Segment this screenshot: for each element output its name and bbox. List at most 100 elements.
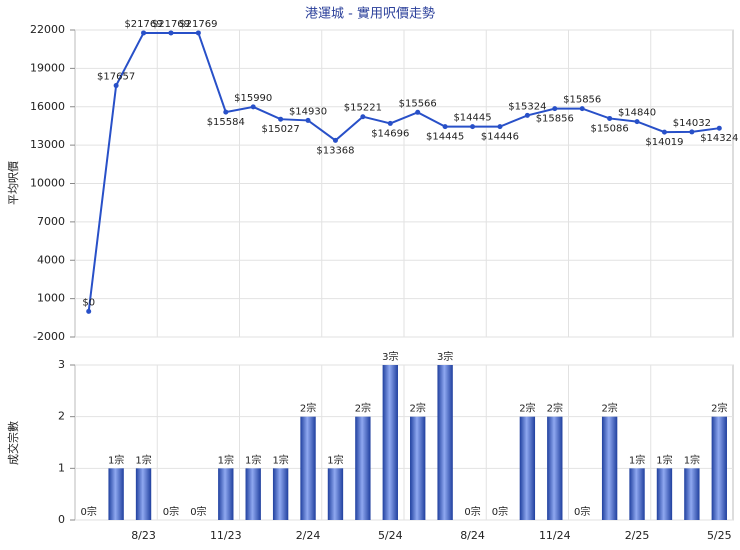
data-label: 3宗	[382, 350, 398, 363]
bar	[711, 416, 727, 520]
data-label: $15856	[536, 114, 574, 125]
y-tick-label: 13000	[30, 138, 65, 151]
data-label: 0宗	[574, 505, 590, 518]
data-label: 0宗	[464, 505, 480, 518]
bar	[547, 416, 563, 520]
x-tick-label: 2/25	[625, 529, 650, 542]
x-tick-label: 5/24	[378, 529, 403, 542]
data-label: 1宗	[629, 453, 645, 466]
data-label: 2宗	[547, 402, 563, 415]
data-label: $15856	[563, 95, 601, 106]
data-label: $15027	[262, 124, 300, 135]
data-label: $21769	[179, 19, 217, 30]
x-tick-label: 2/24	[296, 529, 321, 542]
data-label: $14019	[645, 137, 683, 148]
y-tick-label: 19000	[30, 61, 65, 74]
data-label: $15221	[344, 103, 382, 114]
data-label: $15584	[207, 117, 245, 128]
point	[195, 30, 201, 36]
data-label: $0	[82, 297, 95, 308]
data-label: 1宗	[684, 453, 700, 466]
x-tick-label: 11/23	[210, 529, 242, 542]
data-label: $14445	[426, 132, 464, 143]
y-tick-label: 4000	[37, 253, 65, 266]
data-label: 2宗	[519, 402, 535, 415]
bar	[135, 468, 152, 520]
data-label: $15566	[399, 98, 437, 109]
data-label: $21769	[124, 19, 162, 30]
bar	[410, 416, 426, 520]
x-tick-label: 5/25	[707, 529, 732, 542]
data-label: 1宗	[272, 453, 288, 466]
y-tick-label: 0	[58, 513, 65, 526]
data-label: $15990	[234, 93, 272, 104]
data-label: $14445	[453, 113, 491, 124]
data-label: $21769	[152, 19, 190, 30]
point	[524, 112, 530, 118]
point	[470, 124, 476, 130]
data-label: 2宗	[355, 402, 371, 415]
y-tick-label: 1	[58, 461, 65, 474]
point	[141, 30, 147, 36]
point	[360, 114, 366, 120]
y-tick-label: 3	[58, 358, 65, 371]
y-tick-label: 7000	[37, 215, 65, 228]
point	[442, 124, 448, 130]
x-tick-label: 8/23	[131, 529, 156, 542]
data-label: 2宗	[300, 402, 316, 415]
bar	[519, 416, 536, 520]
bar	[327, 468, 344, 520]
point	[168, 30, 174, 36]
point	[223, 109, 229, 115]
x-tick-label: 11/24	[539, 529, 571, 542]
y-tick-label: 16000	[30, 100, 65, 113]
data-label: 0宗	[81, 505, 97, 518]
data-label: 2宗	[711, 402, 727, 415]
data-label: 1宗	[218, 453, 234, 466]
point	[497, 124, 503, 130]
data-label: 1宗	[327, 453, 343, 466]
data-label: $14032	[673, 118, 711, 129]
bar	[108, 468, 124, 520]
bar	[684, 468, 700, 520]
point	[716, 125, 722, 131]
data-label: $14324	[700, 133, 738, 144]
point	[250, 104, 256, 110]
y-tick-label: 22000	[30, 23, 65, 36]
point	[415, 109, 421, 115]
line	[87, 31, 720, 312]
chart-title: 港運城 - 實用呎價走勢	[305, 6, 435, 22]
point	[552, 106, 558, 112]
point	[387, 120, 393, 126]
bar	[601, 416, 618, 520]
data-label: 2宗	[410, 402, 426, 415]
data-label: $14930	[289, 106, 327, 117]
data-label: 1宗	[656, 453, 672, 466]
point	[113, 83, 119, 89]
y-axis-label: 成交宗數	[6, 421, 20, 465]
point	[607, 115, 613, 121]
data-label: $15324	[508, 101, 546, 112]
data-label: $15086	[591, 123, 629, 134]
y-tick-label: 10000	[30, 177, 65, 190]
bar	[437, 365, 453, 520]
bar	[218, 468, 234, 520]
bar	[382, 365, 398, 520]
bar	[629, 468, 645, 520]
point	[634, 119, 640, 125]
y-axis-label: 平均呎價	[6, 161, 20, 205]
y-tick-label: -2000	[33, 330, 65, 343]
point	[579, 106, 585, 112]
data-label: $13368	[316, 145, 354, 156]
bar	[355, 416, 371, 520]
bar	[245, 468, 261, 520]
data-label: 1宗	[245, 453, 261, 466]
data-label: 2宗	[601, 402, 617, 415]
data-label: 3宗	[437, 350, 453, 363]
data-label: 0宗	[163, 505, 179, 518]
data-label: $17657	[97, 72, 135, 83]
bar	[300, 416, 316, 520]
data-label: $14840	[618, 108, 656, 119]
data-label: 1宗	[135, 453, 151, 466]
y-tick-label: 1000	[37, 292, 65, 305]
